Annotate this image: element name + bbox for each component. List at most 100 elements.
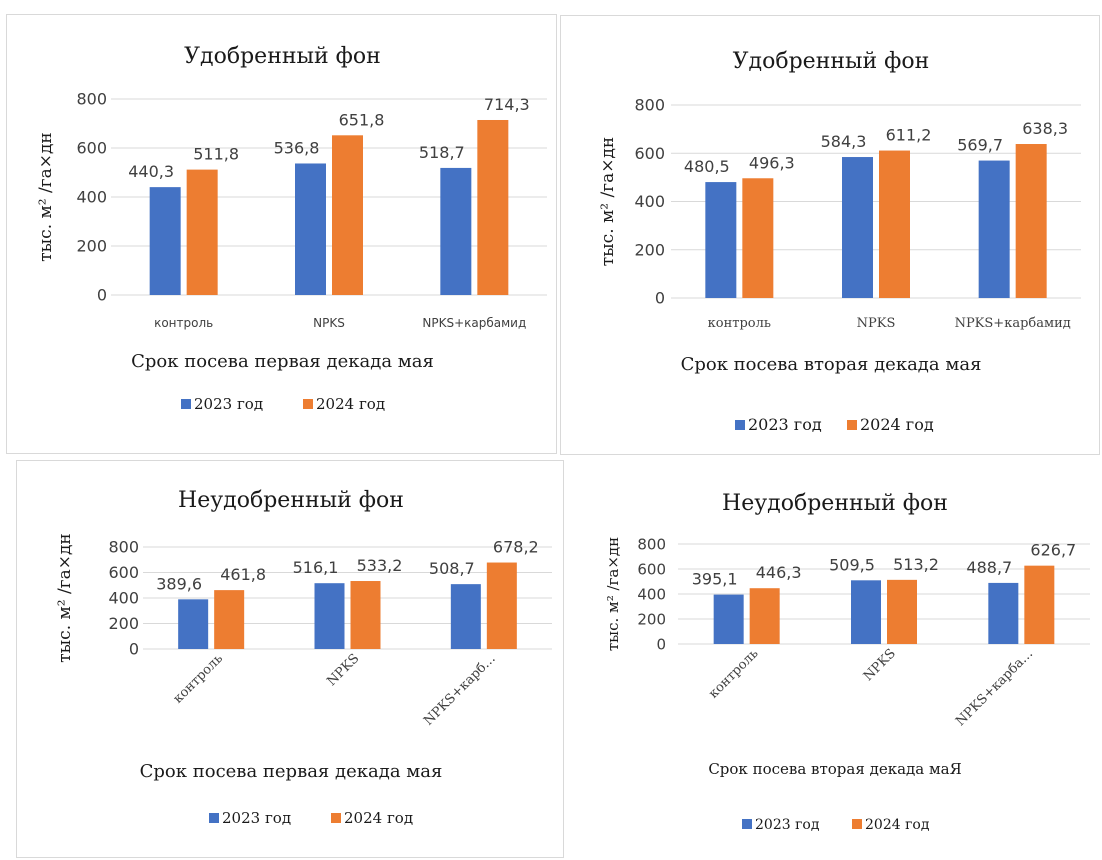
- chart-title: Удобренный фон: [733, 49, 930, 74]
- x-category-label: контроль: [706, 646, 761, 701]
- x-category-label: контроль: [708, 316, 771, 331]
- bar-2024: [887, 579, 917, 644]
- legend-swatch-2023: [735, 420, 745, 430]
- bar-2024: [350, 581, 381, 649]
- y-tick-label: 600: [76, 139, 107, 158]
- data-label: 513,2: [893, 555, 939, 574]
- data-label: 584,3: [821, 132, 867, 151]
- data-label: 446,3: [756, 563, 802, 582]
- data-label: 651,8: [339, 110, 385, 129]
- legend-label: 2024 год: [860, 415, 934, 434]
- bar-2023: [295, 163, 326, 295]
- legend-label: 2024 год: [865, 817, 930, 833]
- y-tick-label: 600: [634, 144, 665, 163]
- data-label: 440,3: [128, 162, 174, 181]
- x-category-label: NPKS: [857, 316, 896, 331]
- data-label: 714,3: [484, 95, 530, 114]
- data-label: 508,7: [429, 559, 475, 578]
- chart-title: Неудобренный фон: [722, 491, 948, 516]
- chart-panel-fertilized-second: Удобренный фон 0 200 400 600 800 тыс. м² /га×д…: [560, 15, 1100, 455]
- data-label: 389,6: [156, 574, 202, 593]
- bar-2024: [749, 588, 780, 644]
- bar-2023: [705, 182, 737, 298]
- x-category-label: контроль: [171, 651, 226, 706]
- legend-swatch-2024: [303, 399, 313, 409]
- x-axis-label: Срок посева первая декада мая: [131, 351, 434, 372]
- bar-2023: [988, 582, 1019, 644]
- x-category-label: контроль: [154, 316, 213, 330]
- bar-2024: [332, 135, 363, 295]
- data-label: 496,3: [749, 153, 795, 172]
- data-label: 518,7: [419, 143, 465, 162]
- bar-2024: [477, 119, 509, 296]
- legend-label: 2023 год: [222, 809, 291, 827]
- chart-panel-unfertilized-first: Неудобренный фон 0 200 400 600 800 тыс. м² /га…: [16, 460, 564, 858]
- y-axis-label: тыс. м² /га×дн: [55, 533, 75, 663]
- x-category-label: NPKS+карб…: [421, 651, 499, 729]
- y-tick-label: 200: [634, 240, 665, 259]
- legend-label: 2024 год: [316, 395, 385, 413]
- bar-2024: [1015, 144, 1047, 298]
- data-label: 509,5: [829, 555, 875, 574]
- x-axis-label: Срок посева вторая декада маЯ: [708, 760, 961, 778]
- y-tick-label: 800: [637, 535, 666, 553]
- y-tick-label: 600: [637, 560, 666, 578]
- x-axis-label: Срок посева первая декада мая: [140, 761, 443, 782]
- x-category-label: NPKS: [324, 651, 362, 689]
- legend-swatch-2023: [209, 813, 219, 823]
- y-tick-label: 400: [634, 192, 665, 211]
- y-tick-label: 200: [108, 614, 139, 633]
- y-axis-label: тыс. м² /га×дн: [604, 537, 622, 651]
- legend-label: 2023 год: [748, 415, 822, 434]
- legend-label: 2023 год: [755, 817, 820, 833]
- data-label: 569,7: [957, 136, 1003, 155]
- bar-2024: [1024, 565, 1055, 644]
- x-category-label: NPKS+карба…: [953, 646, 1036, 729]
- bar-2023: [149, 187, 181, 295]
- legend-swatch-2024: [847, 420, 857, 430]
- y-tick-label: 400: [108, 589, 139, 608]
- data-label: 611,2: [886, 126, 932, 145]
- data-label: 461,8: [220, 565, 266, 584]
- data-label: 516,1: [293, 558, 339, 577]
- legend-label: 2024 год: [344, 809, 413, 827]
- legend-swatch-2023: [181, 399, 191, 409]
- y-tick-label: 0: [656, 635, 666, 653]
- bar-2023: [713, 594, 744, 644]
- y-tick-label: 0: [129, 640, 139, 659]
- x-axis-label: Срок посева вторая декада мая: [681, 354, 982, 375]
- x-category-label: NPKS+карбамид: [422, 316, 526, 330]
- chart-panel-fertilized-first: Удобренный фон 0 200 400 600 800 тыс. м² /га×д…: [6, 14, 557, 454]
- bar-2023: [450, 584, 481, 649]
- data-label: 678,2: [493, 538, 539, 557]
- x-category-label: NPKS: [313, 316, 345, 330]
- data-label: 533,2: [357, 556, 403, 575]
- y-tick-label: 400: [76, 188, 107, 207]
- chart-unfertilized-first: Неудобренный фон 0 200 400 600 800 тыс. м² /га…: [55, 488, 552, 827]
- x-category-label: NPKS: [861, 646, 899, 684]
- bar-2024: [879, 150, 910, 298]
- y-tick-label: 0: [655, 289, 665, 308]
- y-tick-label: 0: [97, 286, 107, 305]
- legend-label: 2023 год: [194, 395, 263, 413]
- data-label: 626,7: [1030, 541, 1076, 560]
- bar-2023: [178, 599, 209, 649]
- data-label: 488,7: [966, 558, 1012, 577]
- y-axis-label: тыс. м² /га×дн: [598, 137, 618, 267]
- bar-2023: [851, 580, 881, 644]
- bar-2023: [440, 167, 472, 295]
- chart-panel-unfertilized-second: Неудобренный фон 0 200 400 600 800 тыс. м² /га…: [570, 462, 1100, 858]
- y-tick-label: 600: [108, 563, 139, 582]
- chart-fertilized-first: Удобренный фон 0 200 400 600 800 тыс. м² /га×д…: [36, 44, 547, 413]
- data-label: 511,8: [193, 145, 239, 164]
- y-axis-label: тыс. м² /га×дн: [36, 132, 56, 262]
- bar-2024: [186, 169, 218, 295]
- data-label: 480,5: [684, 157, 730, 176]
- bar-2023: [314, 583, 345, 649]
- data-label: 536,8: [274, 138, 320, 157]
- y-tick-label: 200: [76, 237, 107, 256]
- y-tick-label: 800: [76, 90, 107, 109]
- chart-fertilized-second: Удобренный фон 0 200 400 600 800 тыс. м² /га×д…: [598, 49, 1081, 434]
- legend-swatch-2024: [852, 819, 862, 829]
- legend-swatch-2023: [742, 819, 752, 829]
